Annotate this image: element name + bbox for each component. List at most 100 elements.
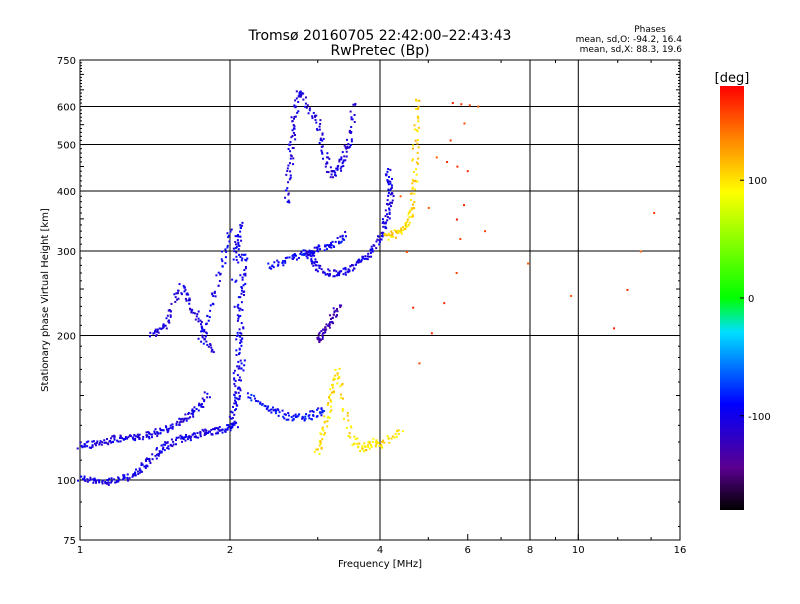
data-point	[190, 311, 193, 314]
data-point	[154, 454, 157, 457]
data-point	[242, 369, 245, 372]
data-point	[653, 212, 656, 215]
data-point	[155, 457, 158, 460]
data-point	[381, 235, 384, 238]
data-point	[283, 417, 286, 420]
data-point	[224, 256, 227, 259]
data-point	[162, 326, 165, 329]
data-point	[303, 419, 306, 422]
data-point	[344, 230, 347, 233]
data-point	[273, 261, 276, 264]
data-point	[194, 318, 197, 321]
data-point	[338, 160, 341, 163]
data-point	[350, 126, 353, 129]
data-point	[332, 390, 335, 393]
data-point	[328, 416, 331, 419]
data-point	[97, 479, 100, 482]
data-point	[236, 319, 239, 322]
data-point	[230, 427, 233, 430]
data-point	[298, 91, 301, 94]
stats-header: Phases	[634, 25, 666, 35]
data-point	[287, 147, 290, 150]
data-point	[308, 249, 311, 252]
data-point	[236, 387, 239, 390]
data-point	[305, 106, 308, 109]
data-point	[119, 440, 122, 443]
data-point	[197, 436, 200, 439]
data-point	[328, 272, 331, 275]
data-point	[397, 229, 400, 232]
data-point	[193, 406, 196, 409]
data-point	[352, 103, 355, 106]
data-point	[321, 427, 324, 430]
data-point	[106, 482, 109, 485]
data-point	[267, 262, 270, 265]
series-f-lower-column	[228, 221, 249, 430]
data-point	[341, 409, 344, 412]
data-point	[324, 326, 327, 329]
data-point	[162, 446, 165, 449]
data-point	[330, 243, 333, 246]
data-point	[235, 354, 238, 357]
data-point	[177, 297, 180, 300]
data-point	[356, 442, 359, 445]
data-point	[391, 192, 394, 195]
data-point	[155, 330, 158, 333]
data-point	[380, 445, 383, 448]
data-point	[238, 328, 241, 331]
data-point	[372, 437, 375, 440]
data-point	[199, 404, 202, 407]
data-point	[237, 241, 240, 244]
data-point	[327, 268, 330, 271]
data-point	[387, 175, 390, 178]
data-point	[238, 387, 241, 390]
data-point	[233, 423, 236, 426]
data-point	[415, 168, 418, 171]
data-point	[321, 337, 324, 340]
data-point	[101, 441, 104, 444]
data-point	[193, 432, 196, 435]
data-point	[388, 203, 391, 206]
data-point	[323, 432, 326, 435]
data-point	[389, 168, 392, 171]
data-point	[411, 182, 414, 185]
data-point	[289, 157, 292, 160]
series-scattered-echoes	[399, 102, 656, 365]
data-point	[121, 437, 124, 440]
data-point	[112, 478, 115, 481]
data-point	[295, 90, 298, 93]
data-point	[613, 327, 616, 330]
data-point	[242, 291, 245, 294]
data-point	[104, 482, 107, 485]
data-point	[206, 314, 209, 317]
data-point	[408, 221, 411, 224]
data-point	[106, 438, 109, 441]
data-point	[329, 242, 332, 245]
data-point	[201, 397, 204, 400]
data-point	[346, 145, 349, 148]
grid-lines	[80, 60, 680, 540]
data-point	[197, 404, 200, 407]
data-point	[236, 234, 239, 237]
data-point	[326, 416, 329, 419]
data-point	[411, 147, 414, 150]
data-point	[231, 422, 234, 425]
data-point	[233, 305, 236, 308]
data-point	[236, 331, 239, 334]
data-point	[178, 417, 181, 420]
data-point	[387, 191, 390, 194]
data-point	[227, 236, 230, 239]
data-point	[381, 446, 384, 449]
data-point	[207, 431, 210, 434]
data-point	[330, 384, 333, 387]
data-point	[134, 439, 137, 442]
data-point	[354, 103, 357, 106]
data-point	[413, 192, 416, 195]
data-point	[240, 367, 243, 370]
data-point	[337, 272, 340, 275]
data-point	[387, 181, 390, 184]
data-point	[319, 441, 322, 444]
data-point	[382, 220, 385, 223]
data-point	[292, 124, 295, 127]
data-point	[181, 417, 184, 420]
